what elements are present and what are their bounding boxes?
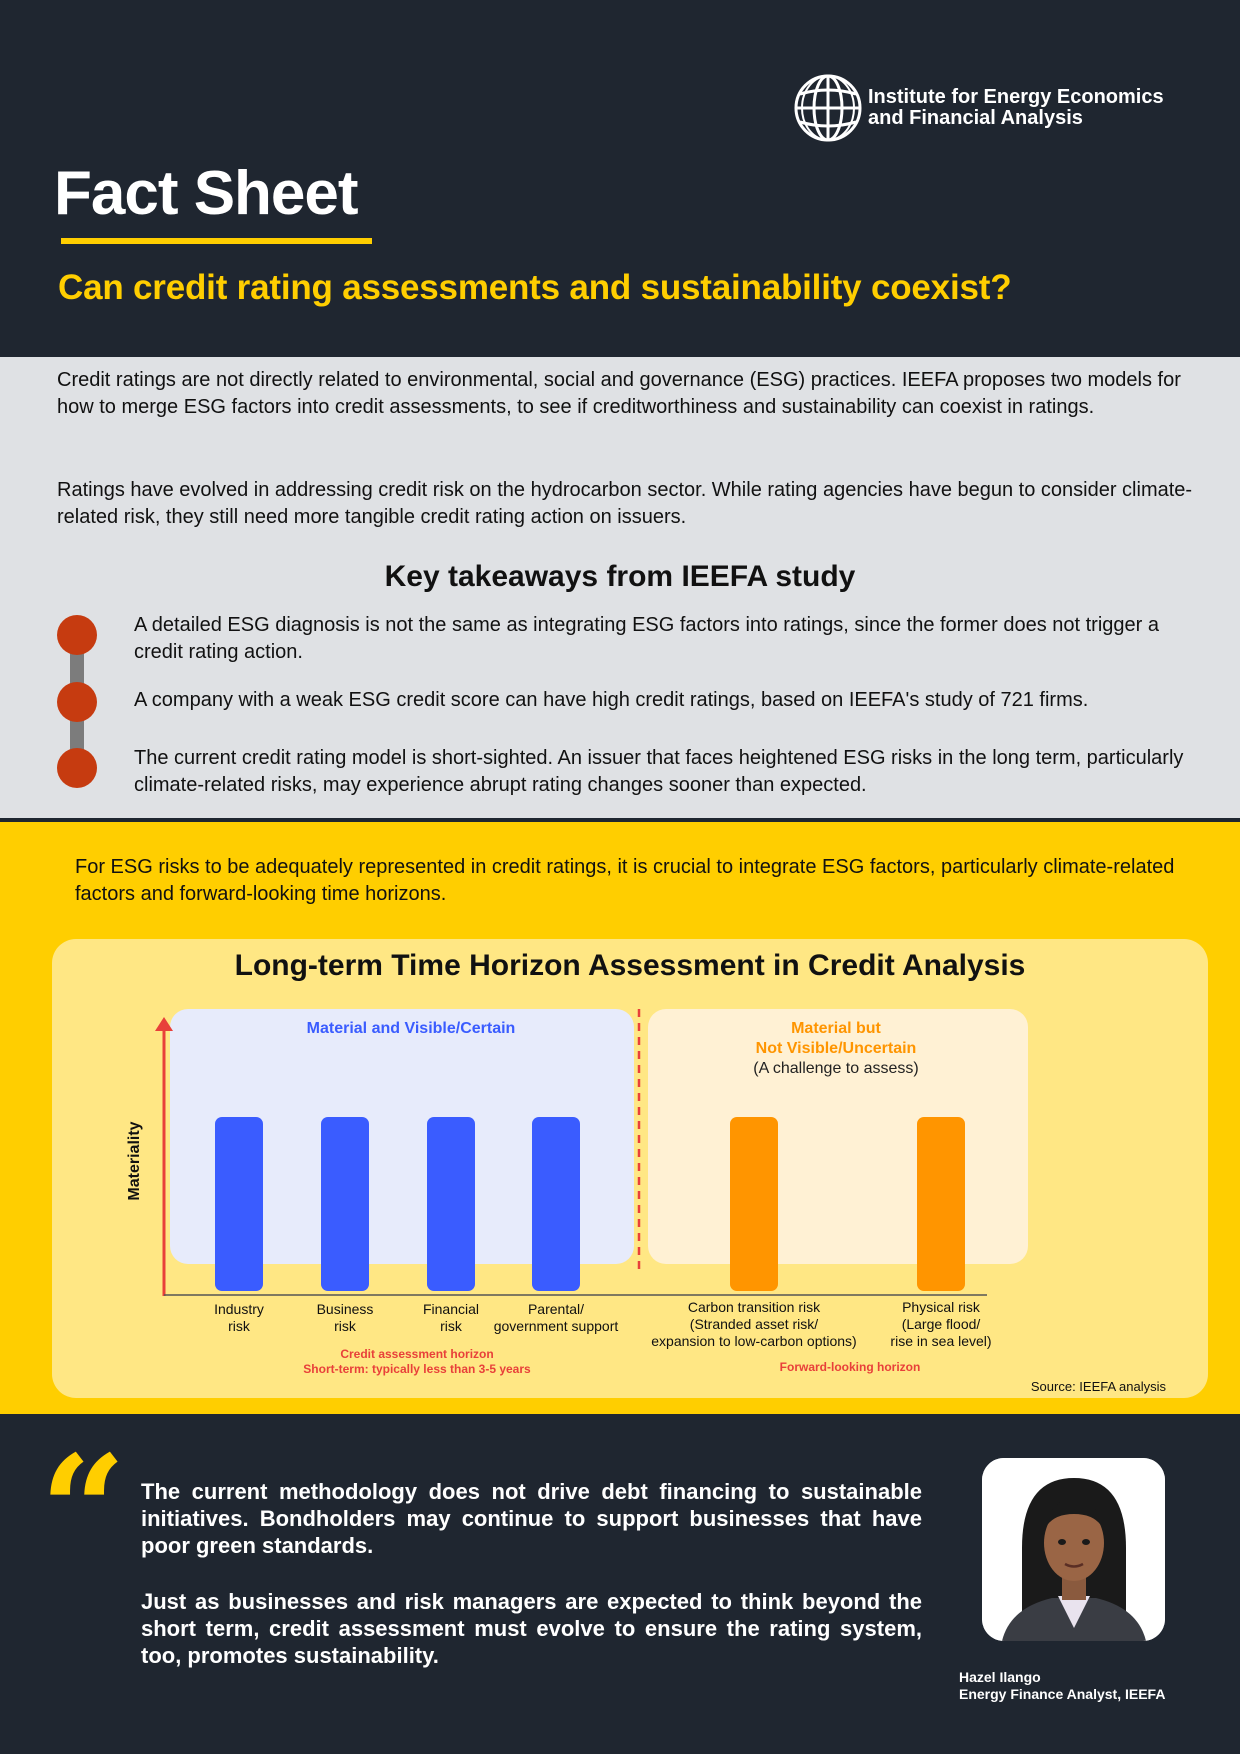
bar-physical-risk xyxy=(917,1117,965,1291)
bar-industry xyxy=(215,1117,263,1291)
category-labels: Industry risk Business risk Financial risk Par… xyxy=(214,1299,991,1349)
org-name: Institute for Energy Economics and Finan… xyxy=(868,86,1164,129)
header: Institute for Energy Economics and Finan… xyxy=(0,0,1240,357)
author-title: Energy Finance Analyst, IEEFA xyxy=(959,1686,1166,1702)
visible-panel-title: Material and Visible/Certain xyxy=(307,1020,516,1037)
intro-paragraph-2: Ratings have evolved in addressing credi… xyxy=(57,479,1193,528)
short-term-label: Short-term: typically less than 3-5 year… xyxy=(303,1362,531,1376)
author-photo xyxy=(982,1458,1165,1641)
bullet-dot-icon xyxy=(57,748,97,788)
uncertain-panel-title: Not Visible/Uncertain xyxy=(756,1040,917,1057)
bullet-dot-icon xyxy=(57,682,97,722)
visible-panel xyxy=(170,1009,634,1264)
quote-paragraph-2: Just as businesses and risk managers are… xyxy=(141,1589,922,1668)
chart-card: Long-term Time Horizon Assessment in Cre… xyxy=(52,939,1208,1398)
page-question: Can credit rating assessments and sustai… xyxy=(58,268,1012,307)
takeaway-item: A company with a weak ESG credit score c… xyxy=(134,689,1089,711)
author-name: Hazel Ilango xyxy=(959,1669,1041,1685)
takeaways-title: Key takeaways from IEEFA study xyxy=(384,560,856,593)
chart-section: For ESG risks to be adequately represent… xyxy=(0,822,1240,1414)
author-credit: Hazel Ilango Energy Finance Analyst, IEE… xyxy=(959,1669,1165,1703)
horizon-chart: Materiality Material and Visible/Certain… xyxy=(126,1009,1028,1376)
quote-section: “ The current methodology does not drive… xyxy=(0,1418,1240,1754)
y-axis-arrow-icon xyxy=(155,1017,173,1031)
intro-paragraph-1: Credit ratings are not directly related … xyxy=(57,369,1181,418)
category-label: Parental/government support xyxy=(494,1301,619,1334)
takeaway-item: The current credit rating model is short… xyxy=(134,747,1184,796)
bar-parental xyxy=(532,1117,580,1291)
bullet-dot-icon xyxy=(57,615,97,655)
chart-title: Long-term Time Horizon Assessment in Cre… xyxy=(234,949,1026,982)
source-note: Source: IEEFA analysis xyxy=(1030,1379,1166,1394)
title-underline xyxy=(61,238,372,244)
uncertain-panel-subtitle: (A challenge to assess) xyxy=(753,1060,918,1077)
bar-group xyxy=(215,1117,965,1291)
bar-business xyxy=(321,1117,369,1291)
intro-section: Credit ratings are not directly related … xyxy=(0,357,1240,818)
category-label: Business risk xyxy=(317,1301,374,1334)
bar-carbon-transition-risk xyxy=(730,1117,778,1291)
globe-icon xyxy=(794,74,862,142)
portrait-icon xyxy=(982,1458,1165,1641)
category-label: Industry risk xyxy=(214,1301,264,1334)
forward-horizon-label: Forward-looking horizon xyxy=(780,1360,921,1374)
category-label: Financial risk xyxy=(423,1301,479,1334)
category-label: Carbon transition risk (Stranded asset ri… xyxy=(651,1299,856,1349)
uncertain-panel-title: Material but xyxy=(791,1020,881,1037)
quote-mark-icon: “ xyxy=(40,1423,127,1599)
quote-paragraph-1: The current methodology does not drive d… xyxy=(141,1479,922,1558)
credit-horizon-label: Credit assessment horizon xyxy=(340,1347,493,1361)
takeaway-item: A detailed ESG diagnosis is not the same… xyxy=(134,614,1159,663)
bar-financial xyxy=(427,1117,475,1291)
ieefa-logo[interactable]: Institute for Energy Economics and Finan… xyxy=(794,74,1188,142)
category-label: Physical risk (Large flood/rise in sea le… xyxy=(890,1299,991,1349)
y-axis-label: Materiality xyxy=(126,1121,143,1200)
fact-sheet-title: Fact Sheet xyxy=(54,159,359,228)
esg-note: For ESG risks to be adequately represent… xyxy=(75,856,1175,905)
